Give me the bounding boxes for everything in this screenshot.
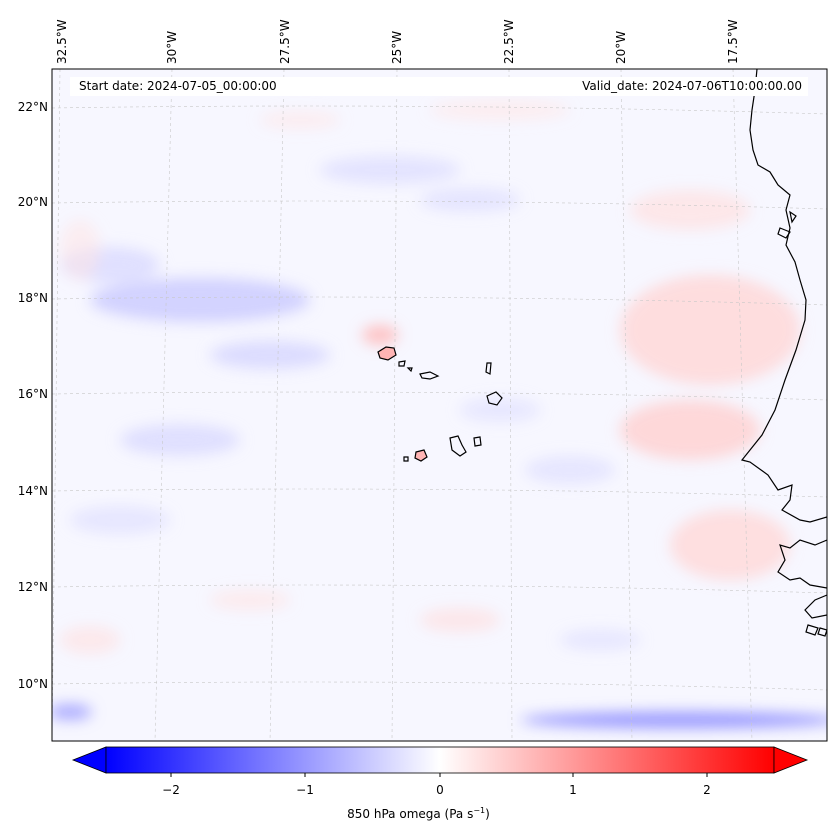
fogo-island [414,449,428,462]
omega-shading [52,100,827,728]
colorbar-extend-low [71,746,107,774]
sao-nicolau-island [419,371,440,380]
info-strip [70,77,808,96]
gulf-coast [804,594,827,619]
lon-label-20w: 20°W [614,30,628,64]
lat-label-14n: 14°N [17,484,48,498]
lat-label-20n: 20°N [17,195,48,209]
parallel-20n [52,200,827,210]
coastlines [377,69,827,637]
lat-label-12n: 12°N [17,580,48,594]
boa-vista-island [486,391,503,406]
colorbar-label-close: ) [485,807,490,821]
meridian-22-5w [508,69,513,741]
lon-label-25w: 25°W [390,30,404,64]
colorbar-gradient [105,746,775,774]
santiago-island [449,435,467,457]
cb-label-1: 1 [569,783,577,797]
parallel-10n [52,681,827,691]
colorbar-label-exponent: −1 [473,806,486,815]
lat-label-18n: 18°N [17,291,48,305]
lon-label-32-5w: 32.5°W [55,19,69,64]
colorbar-label: 850 hPa omega (Pa s−1) [0,806,837,821]
santa-luzia-island [406,367,413,373]
valid-date-label: Valid_date: 2024-07-06T10:00:00.00 [582,79,802,93]
cb-label-0: 0 [436,783,444,797]
meridian-17-5w [732,69,753,741]
santo-antao-island [377,346,397,361]
colorbar-extend-high [773,746,809,774]
maio-island [473,436,482,447]
meridian-30w [154,69,173,741]
graticule [52,69,827,741]
colorbar-label-text: 850 hPa omega (Pa s [347,807,474,821]
africa-coastline [740,69,827,523]
lat-label-22n: 22°N [17,100,48,114]
map-frame [51,68,828,742]
cb-label-2: 2 [703,783,711,797]
meridian-32-5w [52,69,61,741]
cb-label-m1: −1 [296,783,314,797]
lon-label-27-5w: 27.5°W [278,19,292,64]
lat-label-16n: 16°N [17,387,48,401]
start-date-label: Start date: 2024-07-05_00:00:00 [79,79,277,93]
africa-coastline-south [777,539,827,589]
lon-label-30w: 30°W [165,30,179,64]
meridian-25w [391,69,398,741]
lon-label-22-5w: 22.5°W [502,19,516,64]
sal-island [485,362,492,375]
parallel-16n [52,391,827,401]
coastal-inlet-1 [777,227,791,239]
meridian-27-5w [269,69,285,741]
lon-label-17-5w: 17.5°W [726,19,740,64]
brava-island [403,456,409,462]
parallel-14n [52,488,827,498]
bijagos-islands [805,624,827,637]
cb-label-m2: −2 [162,783,180,797]
parallel-18n [52,296,827,306]
coastal-inlet-2 [789,210,797,224]
parallel-12n [52,584,827,594]
colorbar [71,746,809,777]
meridian-20w [620,69,633,741]
parallel-22n [52,105,827,115]
lat-label-10n: 10°N [17,677,48,691]
sao-vicente-island [398,360,406,367]
